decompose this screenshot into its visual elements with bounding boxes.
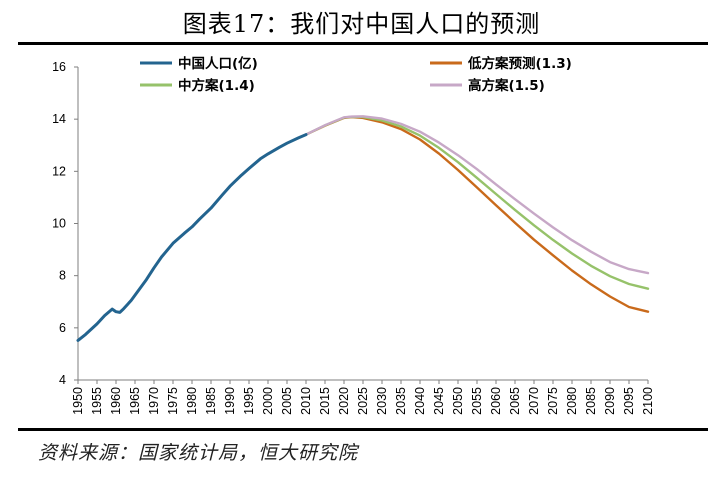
- x-tick-label: 2020: [337, 387, 351, 415]
- legend-label-medium: 中方案(1.4): [178, 77, 255, 94]
- source-divider: [18, 428, 708, 431]
- chart-axes: 4 6 8 10 12 14 16 1950 1955 1960 1965 1970 1975 1980 1…: [52, 60, 655, 415]
- x-tick-label: 2060: [489, 387, 503, 415]
- x-tick-label: 2085: [584, 387, 598, 415]
- x-tick-label: 1970: [147, 387, 161, 415]
- x-tick-label: 1990: [223, 387, 237, 415]
- chart-series: [76, 115, 650, 342]
- x-tick-label: 2005: [280, 387, 294, 415]
- x-tick-label: 2070: [527, 387, 541, 415]
- x-tick-label: 1995: [242, 387, 256, 415]
- y-tick-label: 14: [52, 112, 66, 126]
- series-line-low: [304, 115, 650, 313]
- title-divider: [18, 42, 708, 45]
- x-tick-label: 1985: [204, 387, 218, 415]
- x-tick-label: 1960: [109, 387, 123, 415]
- x-tick-label: 1975: [166, 387, 180, 415]
- page-title: 图表17：我们对中国人口的预测: [182, 10, 541, 38]
- x-tick-label: 2100: [641, 387, 655, 415]
- x-tick-label: 2010: [299, 387, 313, 415]
- legend-label-low: 低方案预测(1.3): [467, 55, 572, 72]
- series-line-history: [76, 133, 308, 342]
- legend-label-history: 中国人口(亿): [178, 55, 258, 72]
- x-tick-label: 1980: [185, 387, 199, 415]
- x-tick-label: 2025: [356, 387, 370, 415]
- y-tick-label: 4: [59, 373, 66, 387]
- x-tick-label: 2030: [375, 387, 389, 415]
- line-chart: 4 6 8 10 12 14 16 1950 1955 1960 1965 1970 1975 1980 1…: [52, 55, 655, 415]
- x-tick-label: 2000: [261, 387, 275, 415]
- y-tick-label: 16: [52, 60, 66, 74]
- x-tick-label: 2050: [451, 387, 465, 415]
- y-tick-label: 6: [59, 321, 66, 335]
- legend-label-high: 高方案(1.5): [468, 77, 545, 94]
- x-tick-label: 2040: [413, 387, 427, 415]
- x-tick-label: 2095: [622, 387, 636, 415]
- source-note: 资料来源：国家统计局，恒大研究院: [38, 442, 359, 464]
- x-tick-label: 2090: [603, 387, 617, 415]
- x-tick-label: 2075: [546, 387, 560, 415]
- chart-legend: 中国人口(亿) 低方案预测(1.3) 中方案(1.4) 高方案(1.5): [140, 55, 572, 94]
- x-tick-label: 2015: [318, 387, 332, 415]
- x-tick-label: 2065: [508, 387, 522, 415]
- y-tick-label: 8: [59, 269, 66, 283]
- x-tick-label: 2035: [394, 387, 408, 415]
- x-tick-label: 1955: [90, 387, 104, 415]
- x-tick-label: 2055: [470, 387, 484, 415]
- x-tick-label: 1950: [71, 387, 85, 415]
- series-line-medium: [304, 115, 650, 290]
- x-tick-label: 2045: [432, 387, 446, 415]
- x-tick-label: 2080: [565, 387, 579, 415]
- y-tick-label: 12: [52, 164, 66, 178]
- x-tick-label: 1965: [128, 387, 142, 415]
- y-tick-label: 10: [52, 217, 66, 231]
- series-line-high: [304, 115, 650, 275]
